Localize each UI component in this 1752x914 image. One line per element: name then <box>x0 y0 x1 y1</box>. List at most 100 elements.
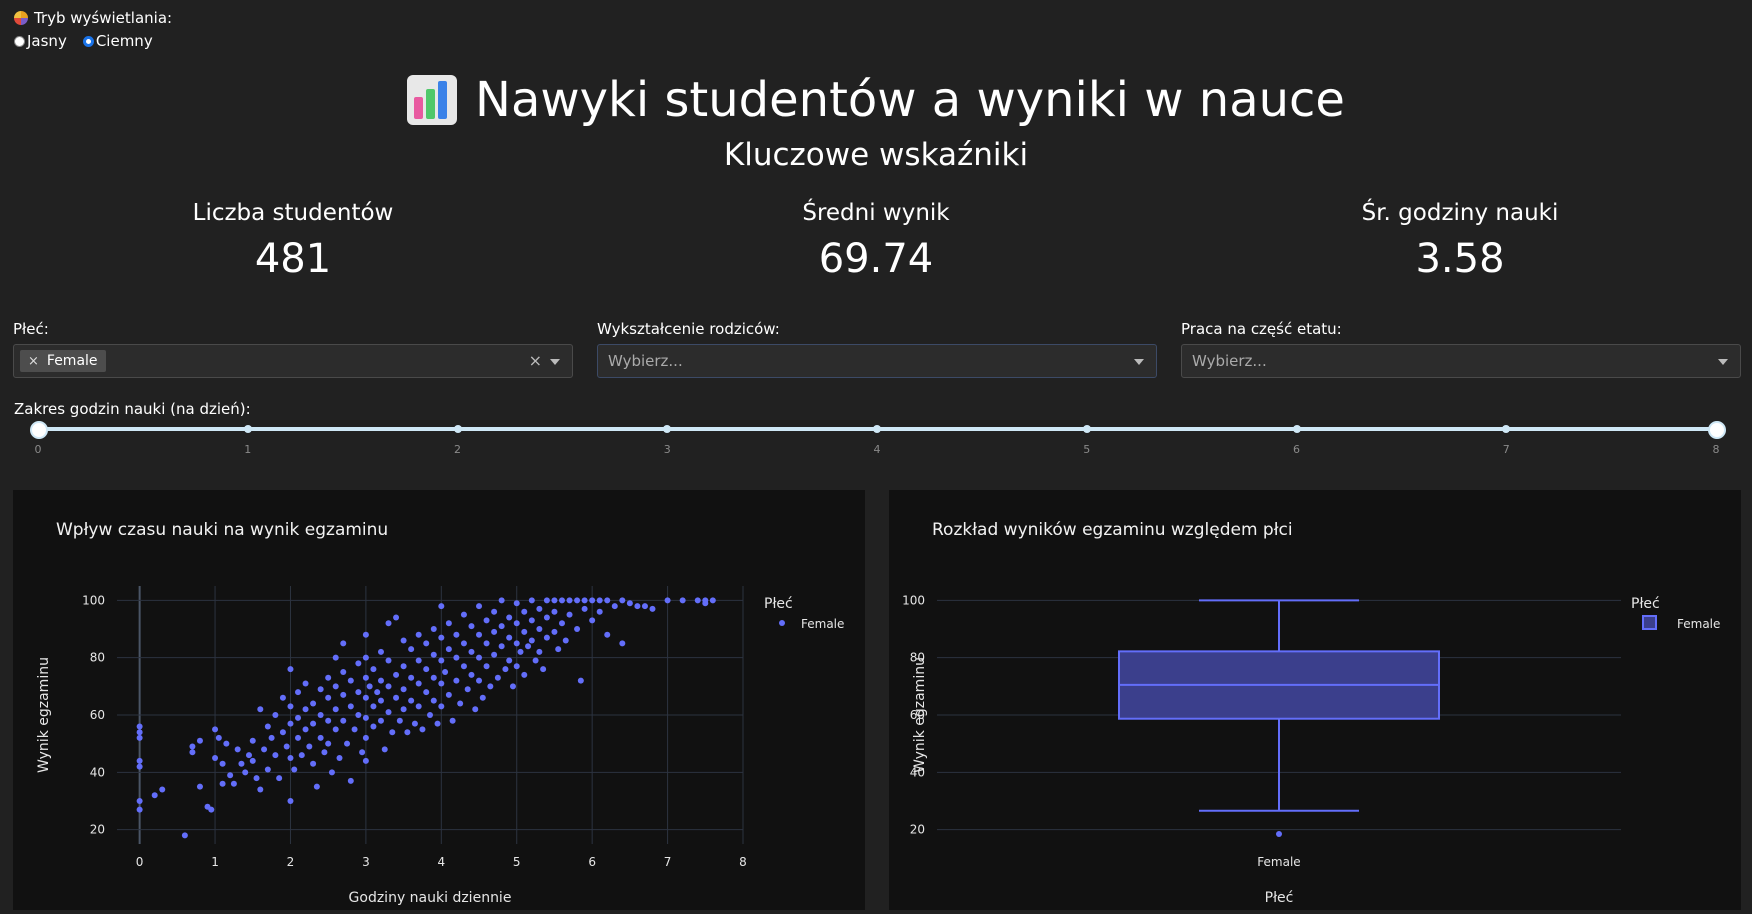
chip-remove-icon[interactable]: × <box>28 353 39 369</box>
scatter-chart[interactable]: Wpływ czasu nauki na wynik egzaminu 0 1 2 3 4… <box>13 490 865 910</box>
scatter-point <box>159 786 166 793</box>
hours-range-slider[interactable] <box>30 421 1726 439</box>
chevron-down-icon[interactable] <box>1718 359 1728 365</box>
part-time-dropdown[interactable]: Wybierz... <box>1181 344 1741 378</box>
scatter-point <box>596 597 603 604</box>
scatter-point <box>498 643 505 650</box>
scatter-point <box>574 626 581 632</box>
scatter-point <box>438 603 445 610</box>
scatter-point <box>521 628 528 635</box>
scatter-point <box>468 648 475 655</box>
scatter-point <box>317 734 324 741</box>
scatter-point <box>385 709 392 716</box>
scatter-point <box>411 720 418 727</box>
scatter-point <box>219 760 226 767</box>
gender-chip[interactable]: × Female <box>20 350 106 372</box>
x-tick-label: 3 <box>362 855 370 869</box>
radio-light[interactable]: Jasny <box>14 32 67 50</box>
scatter-point <box>230 780 237 787</box>
scatter-point <box>385 620 392 627</box>
gender-chip-label: Female <box>46 353 98 369</box>
scatter-point <box>332 683 339 690</box>
slider-tick-label: 0 <box>34 443 42 456</box>
scatter-point <box>268 734 275 741</box>
box-panel: Rozkład wyników egzaminu względem płci 20… <box>889 490 1741 910</box>
scatter-point <box>249 757 256 764</box>
scatter-point <box>355 660 362 667</box>
scatter-point <box>238 760 245 767</box>
slider-tick-label: 6 <box>1293 443 1300 456</box>
slider-handle-min[interactable] <box>30 421 48 439</box>
scatter-point <box>551 597 558 604</box>
scatter-point <box>287 755 294 761</box>
scatter-point <box>219 780 226 787</box>
scatter-point <box>362 734 369 741</box>
slider-handle-max[interactable] <box>1708 421 1726 439</box>
box-chart[interactable]: Rozkład wyników egzaminu względem płci 20… <box>889 490 1741 910</box>
scatter-point <box>396 717 403 724</box>
scatter-point <box>634 603 641 610</box>
radio-dark[interactable]: Ciemny <box>82 32 153 50</box>
chevron-down-icon[interactable] <box>1134 359 1144 365</box>
scatter-point <box>445 646 452 653</box>
scatter-point <box>362 654 369 661</box>
scatter-point <box>295 714 302 721</box>
x-axis-label: Płeć <box>1265 890 1294 906</box>
scatter-point <box>649 605 656 612</box>
y-tick-label: 100 <box>82 593 105 607</box>
scatter-point <box>362 714 369 721</box>
scatter-point <box>321 749 328 756</box>
slider-tick-label: 4 <box>873 443 881 456</box>
scatter-point <box>393 694 400 701</box>
scatter-point <box>460 663 467 670</box>
scatter-point <box>449 717 456 724</box>
scatter-point <box>336 755 343 761</box>
scatter-point <box>400 637 407 644</box>
radio-light-label[interactable]: Jasny <box>27 32 67 50</box>
scatter-point <box>453 677 460 684</box>
y-tick-label: 60 <box>910 708 925 722</box>
kpi-students: Liczba studentów 481 <box>83 200 503 282</box>
parent-edu-dropdown[interactable]: Wybierz... <box>597 344 1157 378</box>
scatter-point <box>479 694 486 701</box>
scatter-point <box>415 703 422 710</box>
scatter-point <box>287 666 294 673</box>
scatter-point <box>362 631 369 638</box>
scatter-point <box>189 743 196 750</box>
scatter-point <box>442 669 449 675</box>
scatter-point <box>408 697 415 704</box>
scatter-point <box>536 626 543 632</box>
scatter-point <box>521 671 528 678</box>
radio-dark-label[interactable]: Ciemny <box>95 32 153 50</box>
kpi-avg-hours: Śr. godziny nauki 3.58 <box>1250 200 1670 282</box>
scatter-point <box>340 717 347 724</box>
scatter-point <box>208 806 215 813</box>
scatter-point <box>317 686 324 693</box>
clear-icon[interactable]: × <box>528 351 542 370</box>
scatter-point <box>619 640 626 647</box>
scatter-point <box>264 723 271 730</box>
scatter-point <box>408 646 415 653</box>
scatter-point <box>295 689 302 696</box>
scatter-point <box>325 694 332 701</box>
scatter-point <box>430 674 437 681</box>
radio-dark-dot[interactable] <box>82 35 94 47</box>
gender-dropdown[interactable]: × Female × <box>13 344 573 378</box>
scatter-point <box>506 657 513 664</box>
scatter-point <box>596 608 603 615</box>
scatter-point <box>298 752 305 759</box>
scatter-title: Wpływ czasu nauki na wynik egzaminu <box>56 520 388 540</box>
scatter-point <box>381 746 388 753</box>
scatter-point <box>543 597 550 604</box>
scatter-point <box>359 749 366 756</box>
chevron-down-icon[interactable] <box>550 359 560 365</box>
scatter-point <box>551 608 558 615</box>
x-tick-label: 5 <box>513 855 521 869</box>
scatter-point <box>472 706 479 713</box>
scatter-point <box>313 783 320 790</box>
scatter-point <box>287 703 294 710</box>
scatter-point <box>393 671 400 678</box>
radio-light-dot[interactable] <box>14 35 25 47</box>
scatter-point <box>430 697 437 704</box>
scatter-point <box>385 657 392 664</box>
